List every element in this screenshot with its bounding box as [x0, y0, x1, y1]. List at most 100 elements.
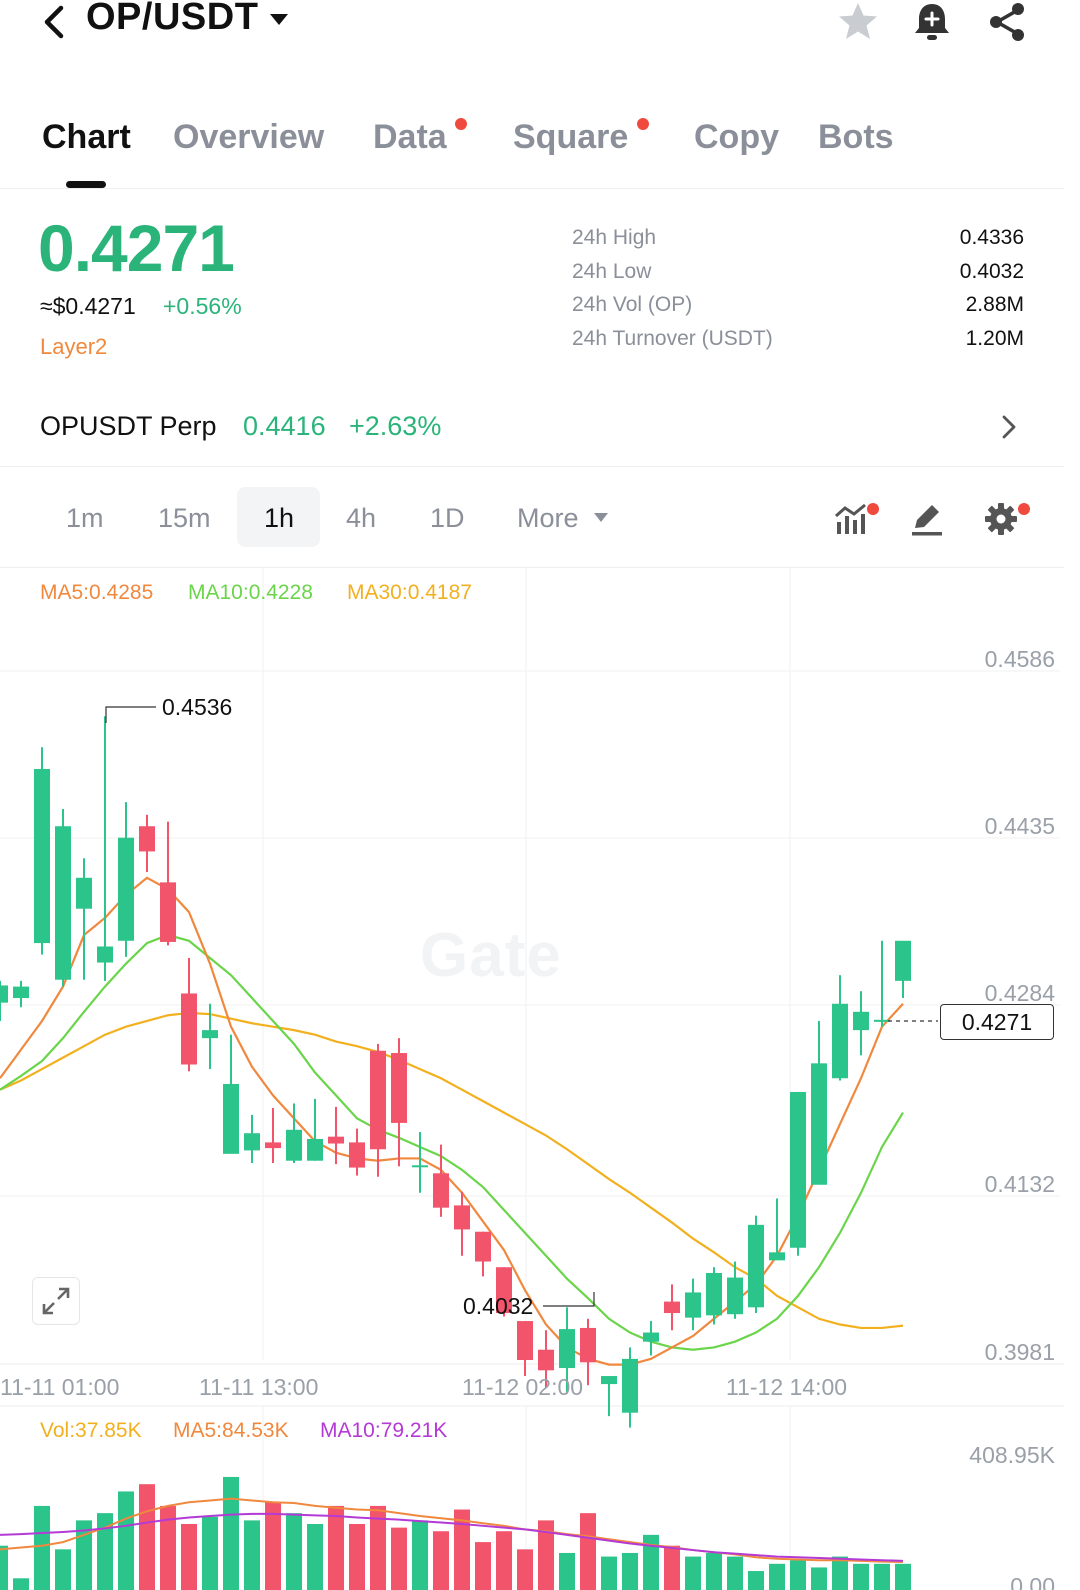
- last-price: 0.4271: [38, 211, 235, 285]
- interval-15m[interactable]: 15m: [158, 503, 211, 533]
- candle-body: [139, 826, 155, 852]
- candle-body: [265, 1142, 281, 1149]
- candle: [643, 1321, 659, 1356]
- ma30-line: [0, 1011, 904, 1330]
- tab-square[interactable]: Square: [513, 118, 629, 156]
- candle: [790, 1091, 806, 1256]
- candle: [286, 1103, 302, 1163]
- expand-chart-button[interactable]: [32, 1277, 80, 1325]
- draw-pen-icon[interactable]: [906, 498, 948, 540]
- candle-body: [34, 768, 50, 944]
- perp-name[interactable]: OPUSDT Perp: [40, 411, 217, 441]
- volume-bar: [601, 1556, 617, 1590]
- tab-data[interactable]: Data: [373, 118, 447, 156]
- volume-ma5-line: [0, 1497, 904, 1564]
- tab-bots[interactable]: Bots: [818, 118, 894, 156]
- candle: [874, 940, 890, 1027]
- candle: [769, 1198, 785, 1261]
- tab-overview[interactable]: Overview: [173, 118, 325, 156]
- usd-price: ≈$0.4271: [40, 293, 136, 319]
- high-marker-line: [105, 706, 156, 723]
- candle: [349, 1128, 365, 1176]
- tab-chart[interactable]: Chart: [42, 118, 131, 156]
- volume-bar: [517, 1549, 533, 1590]
- volume-bar: [643, 1534, 659, 1590]
- high-price-label: 0.4536: [162, 694, 232, 720]
- candle: [118, 802, 134, 957]
- candle: [664, 1284, 680, 1331]
- star-icon[interactable]: [836, 0, 880, 44]
- volume-bar: [874, 1563, 890, 1590]
- volume-bar: [496, 1531, 512, 1590]
- candle-body: [580, 1327, 596, 1363]
- volume-bar: [664, 1545, 680, 1590]
- candle-body: [748, 1224, 764, 1308]
- candle-body: [433, 1173, 449, 1208]
- candle: [622, 1347, 638, 1428]
- volume-bar: [118, 1491, 134, 1590]
- more-caret-down-icon[interactable]: [594, 513, 608, 522]
- volume-bar: [286, 1513, 302, 1590]
- volume-bar: [811, 1567, 827, 1590]
- bell-plus-icon[interactable]: [910, 0, 954, 44]
- back-arrow-icon[interactable]: [36, 2, 76, 42]
- pair-title[interactable]: OP/USDT: [86, 0, 259, 38]
- candle: [706, 1267, 722, 1325]
- volume-bar: [412, 1520, 428, 1590]
- volume-bar: [265, 1502, 281, 1590]
- caret-down-icon[interactable]: [270, 14, 288, 25]
- volume-bar: [454, 1509, 470, 1590]
- candle: [454, 1191, 470, 1256]
- candle: [685, 1278, 701, 1331]
- volume-bar: [76, 1520, 92, 1590]
- candle: [265, 1108, 281, 1163]
- settings-gear-icon[interactable]: [980, 498, 1022, 540]
- volume-bar: [328, 1505, 344, 1590]
- low-marker-line: [543, 1292, 595, 1307]
- candlestick-chart[interactable]: 0.4536 0.4032 0.4586 0.4435 0.4284 0.4132 0.3…: [0, 568, 1080, 1590]
- candle-body: [97, 946, 113, 963]
- interval-1h[interactable]: 1h: [264, 503, 295, 533]
- candle: [34, 747, 50, 955]
- candle: [748, 1215, 764, 1314]
- stat-value-24h-vol: 2.88M: [965, 293, 1024, 316]
- interval-4h[interactable]: 4h: [346, 503, 377, 533]
- candle-body: [391, 1053, 407, 1123]
- volume-bar: [433, 1531, 449, 1590]
- volume-bar: [13, 1578, 29, 1590]
- ma10-legend: MA10:0.4228: [188, 581, 313, 604]
- candle: [307, 1098, 323, 1161]
- interval-1d[interactable]: 1D: [430, 503, 465, 533]
- interval-1m[interactable]: 1m: [66, 503, 104, 533]
- category-tag[interactable]: Layer2: [40, 334, 108, 359]
- candle-body: [307, 1138, 323, 1161]
- volume-bar: [181, 1524, 197, 1590]
- interval-more[interactable]: More: [517, 503, 579, 533]
- candle: [412, 1132, 428, 1193]
- candle-body: [55, 826, 71, 980]
- y-axis-tick-label: 0.4435: [985, 813, 1055, 839]
- candle-body: [874, 1019, 890, 1022]
- volume-bar: [685, 1556, 701, 1590]
- candle-body: [790, 1091, 806, 1248]
- candle-body: [622, 1358, 638, 1413]
- candle: [601, 1376, 617, 1417]
- candle-body: [538, 1349, 554, 1371]
- candle-body: [328, 1136, 344, 1144]
- volume-bar: [349, 1524, 365, 1590]
- stat-label-24h-low: 24h Low: [572, 260, 652, 283]
- x-axis-tick-label: 11-11 13:00: [199, 1374, 318, 1400]
- tab-copy[interactable]: Copy: [694, 118, 779, 156]
- candle: [832, 975, 848, 1081]
- y-axis-tick-label: 0.4284: [985, 980, 1056, 1006]
- indicators-icon[interactable]: [832, 498, 874, 540]
- chevron-right-icon[interactable]: [996, 410, 1022, 444]
- candle-body: [706, 1272, 722, 1316]
- expand-icon: [42, 1287, 70, 1315]
- candle-body: [370, 1050, 386, 1150]
- volume-bar: [622, 1552, 638, 1590]
- candle-body: [412, 1165, 428, 1168]
- candle: [517, 1321, 533, 1377]
- vol-ma5-legend: MA5:84.53K: [173, 1419, 289, 1442]
- share-icon[interactable]: [986, 0, 1030, 44]
